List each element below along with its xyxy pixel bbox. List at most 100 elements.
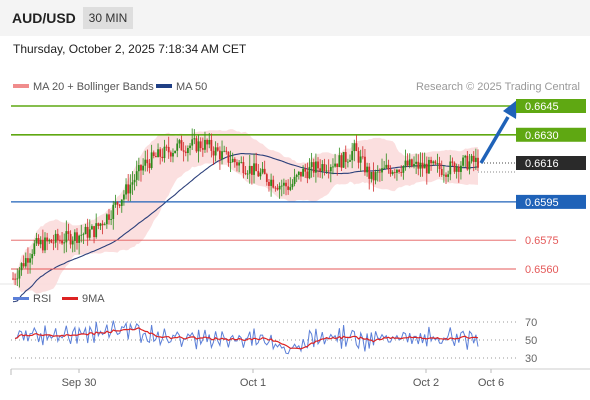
candle-body	[118, 204, 121, 206]
candle-body	[103, 224, 106, 226]
candle-body	[259, 172, 262, 177]
candle-body	[349, 160, 351, 162]
ma20-legend-label: MA 20 + Bollinger Bands	[33, 81, 154, 93]
candle-body	[193, 138, 196, 140]
candle-body	[261, 168, 264, 173]
candle-body	[178, 140, 181, 144]
candle-body	[387, 164, 390, 170]
candle-body	[101, 223, 104, 226]
level-tag-0.6630	[516, 127, 586, 142]
candle-body	[54, 233, 57, 243]
x-tick-label: Oct 2	[413, 377, 439, 389]
research-credit: Research © 2025 Trading Central	[416, 81, 580, 93]
candle-body	[242, 162, 245, 174]
candle-body	[381, 168, 383, 173]
candle-body	[248, 165, 251, 174]
candle-body	[59, 240, 61, 242]
candle-body	[304, 168, 307, 172]
candle-body	[336, 163, 339, 168]
candle-body	[120, 199, 123, 206]
level-label-0.6645: 0.6645	[525, 101, 559, 113]
candle-body	[398, 169, 400, 172]
candle-body	[33, 243, 36, 255]
candle-body	[65, 231, 68, 243]
current-price-label: 0.6616	[525, 158, 559, 170]
chart-header: AUD/USD 30 MIN	[0, 0, 590, 36]
candle-body	[110, 219, 113, 220]
candle-body	[278, 185, 281, 190]
candle-body	[18, 270, 21, 279]
candle-body	[344, 152, 347, 162]
candle-body	[334, 163, 336, 167]
ma50-polyline	[12, 152, 479, 303]
candle-body	[97, 223, 100, 226]
candle-body	[180, 140, 183, 151]
candle-body	[82, 234, 85, 235]
candle-body	[163, 146, 166, 159]
candle-body	[445, 174, 447, 177]
candle-body	[300, 171, 302, 177]
candle-body	[453, 162, 456, 172]
candle-body	[71, 240, 74, 245]
forecast-arrow-head	[503, 100, 517, 119]
candle-body	[342, 152, 345, 168]
candle-body	[214, 147, 217, 156]
candle-body	[137, 165, 140, 172]
candle-body	[468, 161, 471, 170]
candle-body	[393, 172, 396, 173]
candle-body	[133, 179, 136, 183]
candle-body	[14, 278, 17, 280]
candle-body	[276, 187, 279, 190]
candle-body	[466, 155, 469, 170]
key-levels	[11, 105, 516, 270]
candle-body	[421, 162, 424, 169]
candle-body	[88, 229, 91, 238]
candle-body	[368, 166, 371, 179]
candle-body	[201, 148, 204, 150]
candle-body	[428, 159, 430, 174]
candle-body	[144, 159, 147, 166]
candle-body	[297, 171, 300, 175]
candle-body	[229, 162, 232, 163]
candle-body	[359, 156, 362, 163]
candle-body	[293, 176, 296, 184]
rsi-panel: 70 50 30	[11, 317, 537, 365]
candle-body	[246, 173, 249, 175]
candle-body	[197, 141, 200, 152]
candle-body	[114, 202, 117, 205]
candle-body	[396, 169, 398, 173]
candle-body	[123, 194, 125, 200]
candle-body	[317, 161, 319, 169]
candle-body	[29, 258, 31, 263]
candle-body	[457, 166, 460, 172]
candle-body	[389, 169, 392, 174]
candle-body	[449, 161, 452, 175]
candle-body	[353, 143, 356, 152]
candle-body	[199, 141, 202, 149]
candle-body	[231, 158, 234, 163]
candle-body	[191, 139, 194, 146]
candle-body	[135, 171, 138, 180]
candle-body	[327, 170, 330, 172]
candle-body	[73, 232, 76, 241]
candle-body	[76, 232, 78, 243]
candle-body	[325, 170, 328, 172]
candle-body	[223, 150, 226, 152]
rsi-ma-legend-label: 9MA	[82, 293, 105, 305]
candle-body	[69, 233, 72, 245]
bollinger-band	[13, 129, 478, 294]
candle-body	[50, 240, 53, 243]
candle-body	[35, 238, 38, 244]
candle-body	[265, 174, 268, 182]
candle-body	[140, 165, 142, 171]
candle-body	[206, 139, 209, 145]
candle-body	[37, 238, 40, 245]
rsi-ma-line	[14, 327, 479, 350]
candle-body	[314, 161, 317, 173]
candle-body	[282, 182, 285, 186]
candle-body	[425, 163, 428, 174]
candle-body	[408, 159, 411, 166]
interval-button[interactable]: 30 MIN	[83, 7, 133, 29]
candle-body	[105, 214, 108, 225]
